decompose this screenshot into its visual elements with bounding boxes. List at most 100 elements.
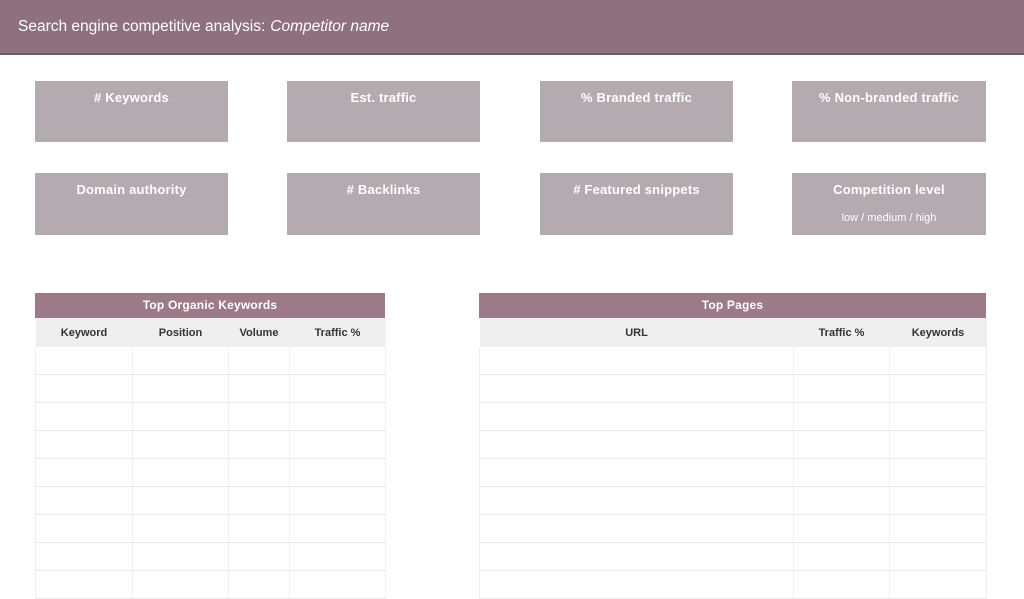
- table-row: [35, 430, 386, 459]
- table-row: [35, 570, 386, 599]
- table-cell[interactable]: [479, 486, 794, 515]
- table-cell[interactable]: [132, 542, 229, 571]
- organic-keywords-table-body: [35, 347, 386, 599]
- table-cell[interactable]: [132, 570, 229, 599]
- table-cell[interactable]: [289, 347, 386, 375]
- table-cell[interactable]: [289, 402, 386, 431]
- top-pages-table-title: Top Pages: [479, 293, 986, 318]
- table-cell[interactable]: [289, 570, 386, 599]
- metric-label: % Non-branded traffic: [819, 90, 959, 105]
- table-cell[interactable]: [889, 374, 987, 403]
- table-row: [479, 430, 987, 459]
- metric-label: # Backlinks: [346, 182, 421, 197]
- table-cell[interactable]: [289, 486, 386, 515]
- table-cell[interactable]: [479, 430, 794, 459]
- table-cell[interactable]: [289, 430, 386, 459]
- metric-box-keywords[interactable]: # Keywords: [35, 81, 228, 142]
- table-cell[interactable]: [889, 486, 987, 515]
- table-cell[interactable]: [132, 514, 229, 543]
- metric-box-backlinks[interactable]: # Backlinks: [287, 173, 480, 235]
- table-row: [479, 347, 987, 375]
- table-row: [35, 458, 386, 487]
- metric-box-branded-traffic[interactable]: % Branded traffic: [540, 81, 733, 142]
- table-cell[interactable]: [889, 347, 987, 375]
- table-cell[interactable]: [228, 374, 290, 403]
- metric-box-est-traffic[interactable]: Est. traffic: [287, 81, 480, 142]
- table-cell[interactable]: [132, 458, 229, 487]
- organic-keywords-table: Top Organic Keywords Keyword Position Vo…: [35, 293, 386, 599]
- table-cell[interactable]: [228, 570, 290, 599]
- table-cell[interactable]: [793, 514, 890, 543]
- table-cell[interactable]: [479, 402, 794, 431]
- table-cell[interactable]: [289, 374, 386, 403]
- table-cell[interactable]: [35, 514, 133, 543]
- table-cell[interactable]: [479, 458, 794, 487]
- table-cell[interactable]: [793, 570, 890, 599]
- table-cell[interactable]: [889, 514, 987, 543]
- table-cell[interactable]: [35, 542, 133, 571]
- table-row: [479, 458, 987, 487]
- table-cell[interactable]: [35, 486, 133, 515]
- table-cell[interactable]: [228, 542, 290, 571]
- table-cell[interactable]: [35, 374, 133, 403]
- table-cell[interactable]: [479, 514, 794, 543]
- table-cell[interactable]: [289, 542, 386, 571]
- table-cell[interactable]: [889, 542, 987, 571]
- column-header-row: Keyword Position Volume Traffic %: [35, 318, 386, 347]
- table-cell[interactable]: [793, 402, 890, 431]
- table-cell[interactable]: [479, 542, 794, 571]
- table-cell[interactable]: [132, 402, 229, 431]
- table-cell[interactable]: [228, 430, 290, 459]
- table-cell[interactable]: [132, 486, 229, 515]
- table-cell[interactable]: [132, 430, 229, 459]
- metric-label: # Keywords: [94, 90, 169, 105]
- table-cell[interactable]: [132, 374, 229, 403]
- metric-box-featured-snippets[interactable]: # Featured snippets: [540, 173, 733, 235]
- table-cell[interactable]: [35, 430, 133, 459]
- table-cell[interactable]: [479, 347, 794, 375]
- table-cell[interactable]: [35, 347, 133, 375]
- competitor-name: Competitor name: [270, 18, 390, 35]
- table-row: [35, 542, 386, 571]
- table-cell[interactable]: [793, 486, 890, 515]
- table-row: [35, 347, 386, 375]
- table-cell[interactable]: [228, 458, 290, 487]
- column-header-traffic-pct: Traffic %: [289, 318, 386, 347]
- table-cell[interactable]: [35, 402, 133, 431]
- table-row: [35, 374, 386, 403]
- top-pages-table-body: [479, 347, 987, 599]
- table-cell[interactable]: [479, 570, 794, 599]
- table-cell[interactable]: [228, 402, 290, 431]
- app-header: Search engine competitive analysis: Compe…: [0, 0, 1024, 55]
- table-cell[interactable]: [132, 347, 229, 375]
- table-cell[interactable]: [889, 430, 987, 459]
- table-cell[interactable]: [35, 570, 133, 599]
- table-cell[interactable]: [479, 374, 794, 403]
- table-cell[interactable]: [228, 347, 290, 375]
- metric-label: # Featured snippets: [573, 182, 700, 197]
- table-cell[interactable]: [793, 374, 890, 403]
- table-cell[interactable]: [793, 542, 890, 571]
- metric-box-non-branded-traffic[interactable]: % Non-branded traffic: [792, 81, 986, 142]
- table-cell[interactable]: [228, 486, 290, 515]
- column-header-position: Position: [132, 318, 229, 347]
- column-header-keyword: Keyword: [35, 318, 133, 347]
- table-cell[interactable]: [228, 514, 290, 543]
- metric-label: Est. traffic: [350, 90, 417, 105]
- page-title: Search engine competitive analysis: Compe…: [0, 0, 1024, 53]
- table-cell[interactable]: [793, 458, 890, 487]
- table-cell[interactable]: [289, 514, 386, 543]
- table-cell[interactable]: [889, 570, 987, 599]
- table-cell[interactable]: [793, 430, 890, 459]
- table-cell[interactable]: [35, 458, 133, 487]
- metric-box-competition-level[interactable]: Competition level low / medium / high: [792, 173, 986, 235]
- table-cell[interactable]: [889, 458, 987, 487]
- top-pages-table: Top Pages URL Traffic % Keywords: [479, 293, 987, 599]
- table-cell[interactable]: [289, 458, 386, 487]
- metric-label: Competition level: [833, 182, 945, 197]
- table-cell[interactable]: [889, 402, 987, 431]
- metric-box-domain-authority[interactable]: Domain authority: [35, 173, 228, 235]
- metric-sublabel: low / medium / high: [841, 212, 937, 224]
- column-header-row: URL Traffic % Keywords: [479, 318, 987, 347]
- table-cell[interactable]: [793, 347, 890, 375]
